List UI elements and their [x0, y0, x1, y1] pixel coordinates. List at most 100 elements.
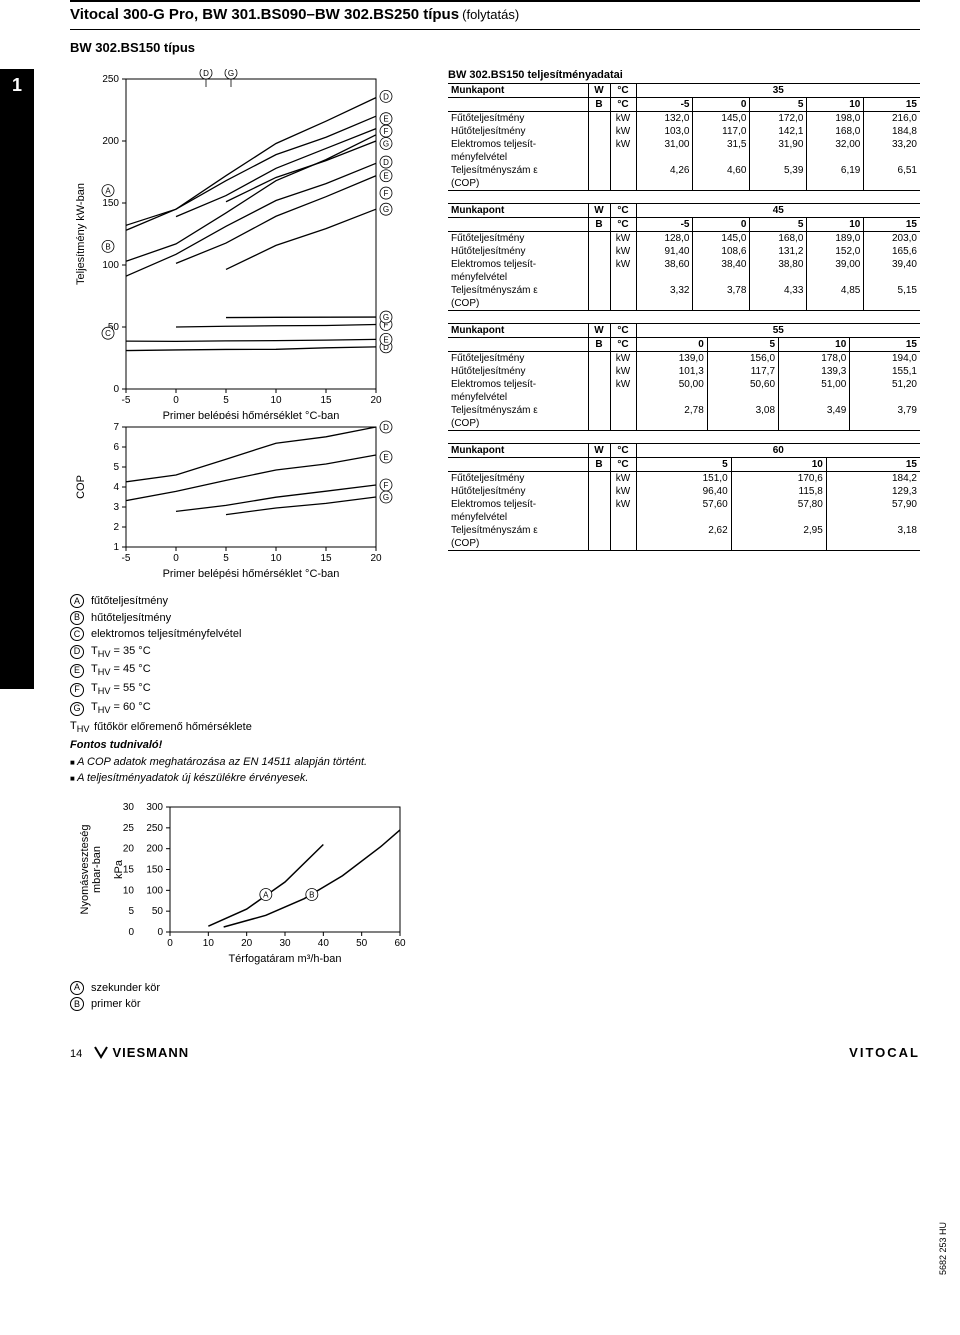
svg-text:7: 7	[113, 422, 119, 433]
svg-text:G: G	[383, 493, 389, 502]
svg-text:G: G	[228, 69, 234, 78]
legend-text: THV = 45 °C	[91, 661, 151, 680]
title-continued: (folytatás)	[462, 7, 519, 22]
svg-text:250: 250	[102, 74, 119, 85]
legend-row: Bprimer kör	[70, 996, 960, 1013]
svg-text:30: 30	[123, 802, 135, 813]
brand-left: VIESMANN	[94, 1045, 189, 1060]
svg-text:D: D	[383, 423, 389, 432]
svg-text:COP: COP	[75, 475, 87, 499]
svg-text:1: 1	[113, 542, 119, 553]
svg-text:10: 10	[123, 885, 135, 896]
svg-text:0: 0	[128, 927, 134, 938]
svg-text:250: 250	[146, 823, 163, 834]
bottom-legend: Aszekunder körBprimer kör	[70, 980, 960, 1013]
svg-text:100: 100	[102, 260, 119, 271]
perf-table: MunkapontW°C35B°C-5051015Fűtőteljesítmén…	[448, 83, 920, 191]
svg-text:5: 5	[223, 395, 229, 406]
page-footer: 14 VIESMANN VITOCAL	[0, 1023, 960, 1068]
pressure-chart-wrap: 0102030405060050100150200250300051015202…	[70, 797, 960, 972]
svg-text:15: 15	[320, 395, 332, 406]
svg-text:200: 200	[102, 136, 119, 147]
perf-table: MunkapontW°C45B°C-5051015Fűtőteljesítmén…	[448, 203, 920, 311]
svg-text:25: 25	[123, 823, 135, 834]
svg-text:A: A	[105, 187, 111, 196]
legend-row: Celektromos teljesítményfelvétel	[70, 626, 960, 643]
main-content-row: 1 -505101520050100150200250DEFGDEFGDEFGA…	[0, 69, 960, 579]
tables-title: BW 302.BS150 teljesítményadatai	[448, 69, 920, 81]
page-title: Vitocal 300-G Pro, BW 301.BS090–BW 302.B…	[70, 6, 459, 23]
page-number: 14	[70, 1048, 82, 1060]
cop-chart: -5051015201234567DEFGPrimer belépési hőm…	[70, 419, 410, 579]
svg-text:10: 10	[270, 395, 282, 406]
legend-row: Aszekunder kör	[70, 980, 960, 997]
svg-text:20: 20	[123, 843, 135, 854]
svg-text:Térfogatáram m³/h-ban: Térfogatáram m³/h-ban	[228, 953, 341, 965]
footer-left: 14 VIESMANN	[70, 1045, 189, 1060]
legend-text: THV = 55 °C	[91, 680, 151, 699]
svg-text:D: D	[383, 92, 389, 101]
legend-text: hűtőteljesítmény	[91, 610, 171, 627]
svg-text:5: 5	[128, 906, 134, 917]
svg-text:20: 20	[370, 553, 382, 564]
svg-text:5: 5	[113, 462, 119, 473]
svg-text:20: 20	[370, 395, 382, 406]
legend-text: THV = 35 °C	[91, 643, 151, 662]
svg-text:G: G	[383, 313, 389, 322]
legend-marker: A	[70, 594, 84, 608]
svg-text:Primer belépési hőmérséklet °C: Primer belépési hőmérséklet °C-ban	[163, 568, 340, 579]
svg-text:4: 4	[113, 482, 119, 493]
title-bar: Vitocal 300-G Pro, BW 301.BS090–BW 302.B…	[70, 0, 920, 30]
svg-text:kPa: kPa	[113, 859, 125, 879]
legend-row: G THV = 60 °C	[70, 699, 960, 718]
svg-text:5: 5	[223, 553, 229, 564]
svg-text:D: D	[203, 69, 209, 78]
svg-text:30: 30	[279, 938, 291, 949]
svg-text:D: D	[383, 158, 389, 167]
svg-text:F: F	[384, 481, 389, 490]
legend-marker: F	[70, 683, 84, 697]
page-root: Vitocal 300-G Pro, BW 301.BS090–BW 302.B…	[0, 0, 960, 1068]
legend-notes: A COP adatok meghatározása az EN 14511 a…	[70, 754, 960, 787]
legend-row: Afűtőteljesítmény	[70, 593, 960, 610]
svg-text:F: F	[384, 127, 389, 136]
legend-text: elektromos teljesítményfelvétel	[91, 626, 241, 643]
svg-text:0: 0	[157, 927, 163, 938]
svg-text:200: 200	[146, 843, 163, 854]
legend-row: F THV = 55 °C	[70, 680, 960, 699]
svg-text:3: 3	[113, 502, 119, 513]
legend-row: D THV = 35 °C	[70, 643, 960, 662]
legend-marker: B	[70, 611, 84, 625]
svg-text:E: E	[383, 172, 388, 181]
svg-text:Nyomásveszteség: Nyomásveszteség	[79, 824, 91, 914]
svg-text:A: A	[263, 890, 269, 899]
svg-text:0: 0	[173, 395, 179, 406]
svg-text:B: B	[105, 242, 110, 251]
section-subtitle: BW 302.BS150 típus	[70, 40, 960, 55]
svg-text:2: 2	[113, 522, 119, 533]
svg-text:40: 40	[318, 938, 330, 949]
svg-text:0: 0	[113, 384, 119, 395]
legend-marker: G	[70, 702, 84, 716]
legend-text: THV = 60 °C	[91, 699, 151, 718]
svg-text:-5: -5	[122, 395, 131, 406]
pressure-loss-chart: 0102030405060050100150200250300051015202…	[70, 797, 440, 972]
tables-host: MunkapontW°C35B°C-5051015Fűtőteljesítmén…	[448, 83, 920, 551]
svg-text:G: G	[383, 205, 389, 214]
legend-block: AfűtőteljesítményBhűtőteljesítményCelekt…	[70, 593, 960, 787]
svg-text:B: B	[309, 890, 314, 899]
svg-text:6: 6	[113, 442, 119, 453]
section-tab: 1	[0, 69, 34, 689]
svg-text:60: 60	[394, 938, 406, 949]
svg-text:E: E	[383, 453, 388, 462]
legend-marker: E	[70, 664, 84, 678]
right-column: BW 302.BS150 teljesítményadatai Munkapon…	[448, 69, 920, 579]
legend-row: Bhűtőteljesítmény	[70, 610, 960, 627]
svg-text:F: F	[384, 189, 389, 198]
charts-area: -505101520050100150200250DEFGDEFGDEFGABC…	[70, 69, 430, 579]
svg-text:G: G	[383, 139, 389, 148]
legend-text: fűtőteljesítmény	[91, 593, 168, 610]
perf-table: MunkapontW°C55B°C051015Fűtőteljesítményk…	[448, 323, 920, 431]
legend-marker: D	[70, 645, 84, 659]
svg-text:Teljesítmény kW-ban: Teljesítmény kW-ban	[75, 183, 87, 285]
